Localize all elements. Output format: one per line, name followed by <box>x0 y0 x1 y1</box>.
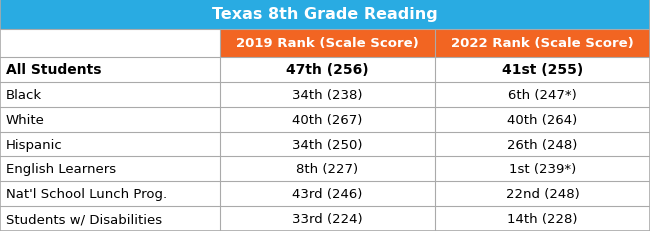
Bar <box>0 132 220 157</box>
Bar <box>220 30 435 58</box>
Text: English Learners: English Learners <box>6 163 116 176</box>
Text: 2019 Rank (Scale Score): 2019 Rank (Scale Score) <box>236 37 419 50</box>
Text: All Students: All Students <box>6 63 101 77</box>
Text: 43rd (246): 43rd (246) <box>292 187 363 200</box>
Bar <box>0 206 220 231</box>
Bar <box>220 58 435 82</box>
Bar <box>435 132 650 157</box>
Bar <box>0 58 220 82</box>
Bar <box>435 58 650 82</box>
Text: 2022 Rank (Scale Score): 2022 Rank (Scale Score) <box>451 37 634 50</box>
Text: Texas 8th Grade Reading: Texas 8th Grade Reading <box>212 7 438 22</box>
Text: 34th (250): 34th (250) <box>292 138 363 151</box>
Bar <box>220 157 435 182</box>
Text: 14th (228): 14th (228) <box>507 212 578 225</box>
Text: 8th (227): 8th (227) <box>296 163 359 176</box>
Bar <box>0 30 220 58</box>
Text: Black: Black <box>6 88 42 101</box>
Text: Nat'l School Lunch Prog.: Nat'l School Lunch Prog. <box>6 187 167 200</box>
Bar <box>435 107 650 132</box>
Text: Students w/ Disabilities: Students w/ Disabilities <box>6 212 162 225</box>
Bar <box>435 82 650 107</box>
Text: 47th (256): 47th (256) <box>286 63 369 77</box>
Text: 33rd (224): 33rd (224) <box>292 212 363 225</box>
Text: 26th (248): 26th (248) <box>507 138 578 151</box>
Text: 22nd (248): 22nd (248) <box>506 187 579 200</box>
Text: 41st (255): 41st (255) <box>502 63 583 77</box>
Bar <box>435 206 650 231</box>
Bar <box>0 107 220 132</box>
Bar <box>435 30 650 58</box>
Bar <box>0 82 220 107</box>
Bar <box>0 157 220 182</box>
Text: Hispanic: Hispanic <box>6 138 63 151</box>
Bar <box>220 132 435 157</box>
Text: 1st (239*): 1st (239*) <box>509 163 576 176</box>
Bar <box>435 157 650 182</box>
Text: 40th (264): 40th (264) <box>508 113 578 126</box>
Bar <box>220 82 435 107</box>
Bar <box>435 182 650 206</box>
Text: 34th (238): 34th (238) <box>292 88 363 101</box>
Text: 6th (247*): 6th (247*) <box>508 88 577 101</box>
Bar <box>220 182 435 206</box>
Text: 40th (267): 40th (267) <box>292 113 363 126</box>
Text: White: White <box>6 113 45 126</box>
Bar <box>220 107 435 132</box>
Bar <box>0 0 650 30</box>
Bar <box>220 206 435 231</box>
Bar <box>0 182 220 206</box>
